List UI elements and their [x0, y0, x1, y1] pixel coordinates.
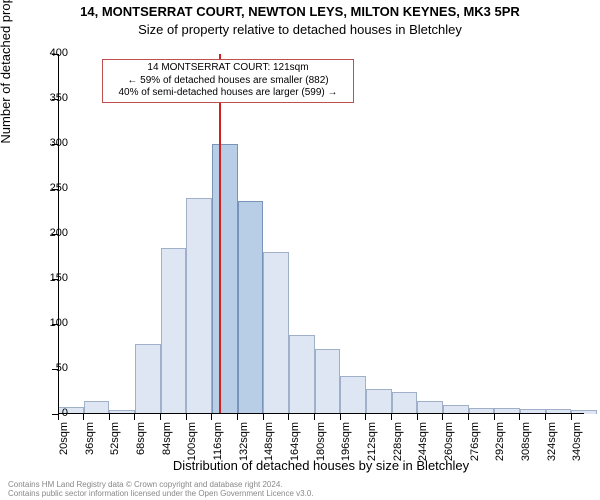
- x-tick: [340, 414, 341, 420]
- y-tick-label: 250: [28, 182, 68, 194]
- y-tick-label: 150: [28, 272, 68, 284]
- x-tick: [83, 414, 84, 420]
- x-tick: [519, 414, 520, 420]
- x-tick: [468, 414, 469, 420]
- histogram-bar: [366, 389, 392, 414]
- x-tick-label: 196sqm: [340, 422, 352, 472]
- histogram-bar: [186, 198, 212, 414]
- x-tick: [109, 414, 110, 420]
- histogram-bar: [289, 335, 315, 414]
- histogram-bar: [212, 144, 238, 414]
- y-tick-label: 350: [28, 92, 68, 104]
- annotation-box: 14 MONTSERRAT COURT: 121sqm← 59% of deta…: [102, 59, 354, 103]
- x-tick: [314, 414, 315, 420]
- x-tick-label: 260sqm: [443, 422, 455, 472]
- x-tick: [186, 414, 187, 420]
- x-tick-label: 52sqm: [109, 422, 121, 472]
- x-tick-label: 116sqm: [212, 422, 224, 472]
- x-tick: [442, 414, 443, 420]
- histogram-bar: [340, 376, 366, 414]
- x-tick-label: 164sqm: [289, 422, 301, 472]
- x-tick-label: 132sqm: [238, 422, 250, 472]
- x-tick: [263, 414, 264, 420]
- x-tick-label: 36sqm: [84, 422, 96, 472]
- x-tick: [545, 414, 546, 420]
- x-tick-label: 340sqm: [571, 422, 583, 472]
- y-tick-label: 300: [28, 137, 68, 149]
- footer-attribution: Contains HM Land Registry data © Crown c…: [8, 480, 592, 498]
- x-tick-label: 276sqm: [469, 422, 481, 472]
- y-tick-label: 200: [28, 227, 68, 239]
- y-axis-label: Number of detached properties: [0, 0, 13, 234]
- chart-container: 14, MONTSERRAT COURT, NEWTON LEYS, MILTO…: [0, 0, 600, 500]
- y-tick-label: 400: [28, 47, 68, 59]
- title-address: 14, MONTSERRAT COURT, NEWTON LEYS, MILTO…: [0, 4, 600, 19]
- footer-line2: Contains public sector information licen…: [8, 489, 592, 498]
- x-tick: [288, 414, 289, 420]
- histogram-bar: [263, 252, 289, 414]
- histogram-bar: [84, 401, 110, 414]
- histogram-bar: [546, 409, 572, 414]
- x-tick-label: 20sqm: [58, 422, 70, 472]
- y-tick-label: 50: [28, 362, 68, 374]
- histogram-bar: [494, 408, 520, 414]
- histogram-bar: [315, 349, 341, 414]
- x-tick: [391, 414, 392, 420]
- plot-area: 14 MONTSERRAT COURT: 121sqm← 59% of deta…: [58, 54, 584, 414]
- histogram-bar: [469, 408, 495, 414]
- histogram-bar: [238, 201, 264, 414]
- x-tick-label: 180sqm: [315, 422, 327, 472]
- y-tick-label: 0: [28, 407, 68, 419]
- x-tick-label: 324sqm: [546, 422, 558, 472]
- x-tick-label: 148sqm: [263, 422, 275, 472]
- histogram-bar: [520, 409, 546, 414]
- x-tick-label: 212sqm: [366, 422, 378, 472]
- histogram-bar: [392, 392, 418, 414]
- marker-line: [219, 54, 221, 414]
- footer-line1: Contains HM Land Registry data © Crown c…: [8, 480, 592, 489]
- x-tick: [417, 414, 418, 420]
- x-tick-label: 292sqm: [494, 422, 506, 472]
- x-tick-label: 100sqm: [186, 422, 198, 472]
- x-tick: [494, 414, 495, 420]
- x-tick-label: 244sqm: [417, 422, 429, 472]
- histogram-bar: [161, 248, 187, 415]
- x-tick-label: 84sqm: [161, 422, 173, 472]
- annotation-line: 14 MONTSERRAT COURT: 121sqm: [107, 62, 349, 75]
- x-tick: [365, 414, 366, 420]
- x-tick-label: 228sqm: [392, 422, 404, 472]
- x-tick: [134, 414, 135, 420]
- histogram-bar: [571, 410, 597, 414]
- x-tick-label: 68sqm: [135, 422, 147, 472]
- title-subtitle: Size of property relative to detached ho…: [0, 22, 600, 37]
- x-tick-label: 308sqm: [520, 422, 532, 472]
- histogram-bar: [417, 401, 443, 414]
- histogram-bar: [109, 410, 135, 414]
- x-tick: [237, 414, 238, 420]
- x-tick: [571, 414, 572, 420]
- annotation-line: ← 59% of detached houses are smaller (88…: [107, 75, 349, 88]
- histogram-bar: [443, 405, 469, 414]
- annotation-line: 40% of semi-detached houses are larger (…: [107, 87, 349, 100]
- y-tick-label: 100: [28, 317, 68, 329]
- x-tick: [160, 414, 161, 420]
- histogram-bar: [135, 344, 161, 414]
- x-tick: [211, 414, 212, 420]
